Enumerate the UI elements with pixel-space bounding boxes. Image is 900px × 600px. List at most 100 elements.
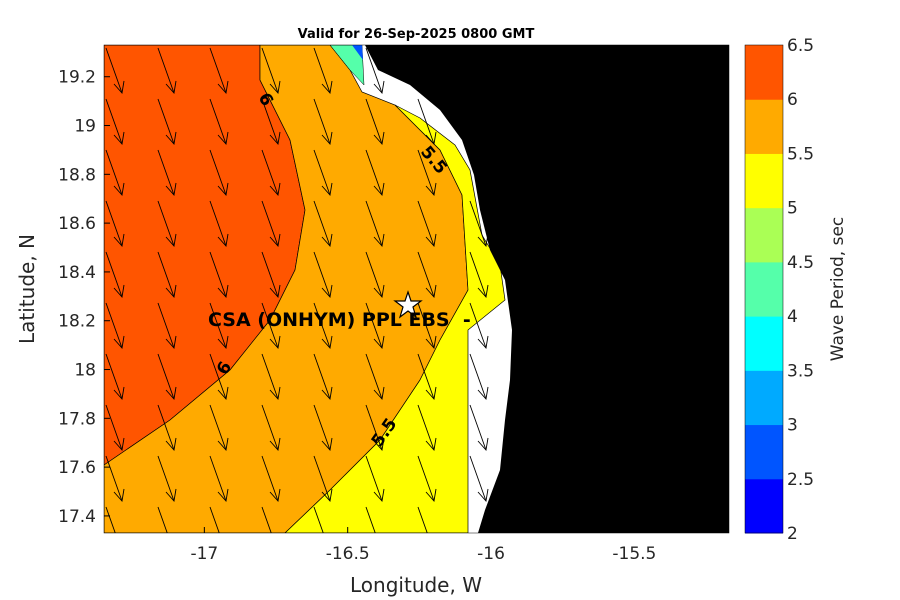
wave-arrow-head [269,80,281,95]
wave-arrow-head [374,540,384,552]
wave-arrow [313,302,331,349]
wave-arrow [469,404,487,451]
wave-arrow-head [321,131,333,146]
wave-arrow [313,251,331,298]
wave-arrow-head [425,284,437,299]
wave-arrow [209,251,227,298]
wave-arrow [209,200,227,247]
colorbar-swatch-2 [745,478,783,534]
wave-arrow [105,149,123,196]
y-tick-label: 18 [74,361,96,381]
wave-arrow-head [113,233,125,248]
wave-arrow [157,149,175,196]
wave-arrow-head [477,437,489,452]
wave-arrow [209,98,227,145]
wave-arrow-head [477,233,489,248]
colorbar-swatch-5.5 [745,99,783,154]
land [365,45,729,533]
wave-arrow-head [321,335,333,350]
wave-arrow-head [217,386,229,401]
colorbar-tick-label: 4.5 [787,253,814,273]
wave-arrow [261,149,279,196]
wave-arrow [261,47,279,94]
wave-arrow [313,353,331,400]
wave-arrow-head [477,488,489,503]
wave-arrow-head [165,386,177,401]
wave-arrow [105,302,123,349]
wave-arrow [417,149,435,196]
wave-arrow-head [373,182,385,197]
wave-arrow-head [269,182,281,197]
wave-arrow [209,455,227,502]
colorbar-label: Wave Period, sec [828,217,848,362]
wave-arrow-head [113,182,125,197]
wave-arrow [261,404,279,451]
wave-arrow [313,455,331,502]
wave-arrow [469,455,487,502]
wave-arrow [313,404,331,451]
wave-arrow-head [425,386,437,401]
wave-arrow-head [165,437,177,452]
wave-arrow [105,98,123,145]
wave-arrow-head [218,540,228,552]
wave-arrow [261,200,279,247]
wave-arrow [313,200,331,247]
wave-arrow [469,353,487,400]
wave-arrow-head [321,284,333,299]
wave-arrow-head [477,335,489,350]
colorbar-tick-label: 5.5 [787,144,814,164]
wave-arrow-head [425,437,437,452]
wave-arrow [365,47,383,94]
wave-arrow-head [270,540,280,552]
wave-arrow-head [165,335,177,350]
colorbar-frame [744,44,784,534]
wave-arrow-head [269,437,281,452]
wave-arrow [313,506,324,533]
wave-arrow [209,149,227,196]
wave-arrow-head [373,386,385,401]
wave-arrow [209,506,220,533]
wave-arrow-head [217,437,229,452]
wave-arrow [105,251,123,298]
wave-arrow-head [373,233,385,248]
wave-arrow-head [269,386,281,401]
wave-arrow-head [477,386,489,401]
colorbar-tick-label: 2 [787,524,798,544]
wave-arrow-head [165,131,177,146]
wave-arrow [365,506,376,533]
wave-arrow-head [217,131,229,146]
wave-arrow [417,302,435,349]
station-star-icon[interactable] [393,290,423,319]
wave-arrow-head [425,488,437,503]
colorbar-swatch-2.5 [745,424,783,480]
wave-arrow [417,506,428,533]
wave-arrow-head [373,335,385,350]
wave-arrow-head [321,182,333,197]
wave-arrow-head [269,233,281,248]
y-tick-label: 17.6 [58,458,96,478]
y-tick-label: 18.2 [58,312,96,332]
wave-arrow [365,98,383,145]
wave-arrow [417,251,435,298]
colorbar-tick-label: 6 [787,90,798,110]
wave-arrow-head [269,335,281,350]
wave-arrow-head [269,131,281,146]
wave-arrow [365,404,383,451]
wave-arrow-head [373,80,385,95]
wave-arrow [105,455,123,502]
colorbar-swatch-3 [745,370,783,426]
y-tick-label: 19 [74,117,96,137]
wave-arrow [365,302,383,349]
wave-arrow [469,251,487,298]
wave-arrow [313,98,331,145]
wave-arrow [365,200,383,247]
wave-arrow [209,47,227,94]
region-low-period [329,45,365,86]
wave-arrow [157,302,175,349]
y-tick-label: 19.2 [58,68,96,88]
wave-arrow-head [165,284,177,299]
wave-arrow [365,455,383,502]
wave-arrow-head [113,131,125,146]
